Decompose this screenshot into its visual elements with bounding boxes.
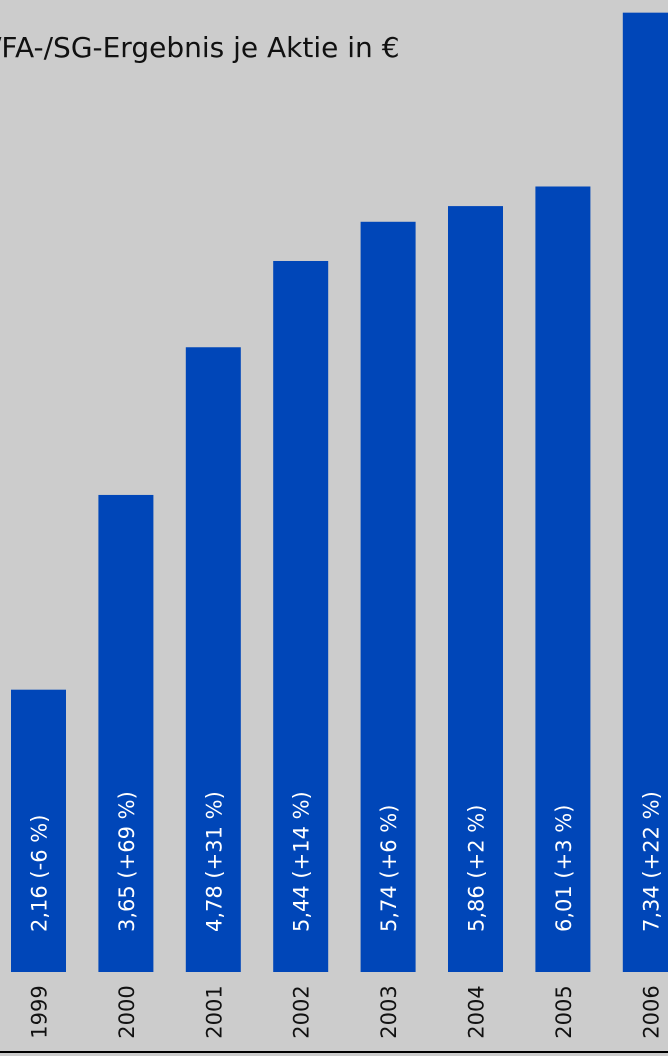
bar-2000 (98, 494, 154, 972)
bar-2003 (360, 221, 416, 973)
chart-title: /FA-/SG-Ergebnis je Aktie in € (0, 31, 400, 64)
data-label-2003: 5,74 (+6 %) (377, 805, 401, 932)
bar-2006 (622, 12, 668, 973)
data-label-2006: 7,34 (+22 %) (639, 791, 663, 932)
bar-1999 (11, 689, 66, 972)
tick-label-2001: 2001 (202, 985, 226, 1038)
tick-label-1999: 1999 (28, 985, 52, 1038)
data-label-2004: 5,86 (+2 %) (465, 805, 489, 932)
bar-2004 (448, 206, 503, 972)
tick-label-2003: 2003 (377, 985, 401, 1038)
data-label-2005: 6,01 (+3 %) (552, 805, 576, 932)
tick-label-2002: 2002 (290, 985, 314, 1038)
data-label-2000: 3,65 (+69 %) (115, 791, 139, 932)
data-label-2001: 4,78 (+31 %) (202, 791, 226, 932)
bars-group: 2,16 (-6 %) 1999 3,65 (+69 %) 2000 4,78 (+31… (11, 12, 668, 1039)
data-label-1999: 2,16 (-6 %) (28, 815, 52, 932)
bar-2002 (273, 260, 329, 972)
data-label-2002: 5,44 (+14 %) (290, 791, 314, 932)
tick-label-2006: 2006 (639, 985, 663, 1038)
tick-label-2000: 2000 (115, 985, 139, 1038)
tick-label-2004: 2004 (465, 985, 489, 1038)
bar-2001 (185, 347, 241, 972)
bar-2005 (535, 186, 591, 973)
tick-label-2005: 2005 (552, 985, 576, 1038)
